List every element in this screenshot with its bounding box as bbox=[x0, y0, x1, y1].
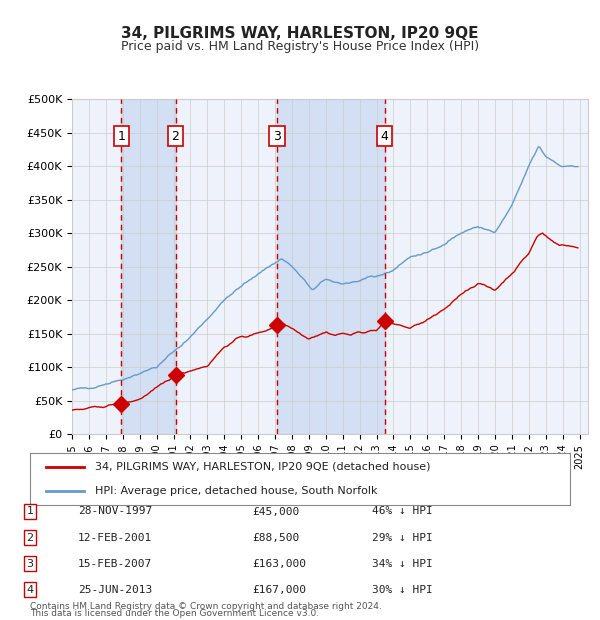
Text: 34, PILGRIMS WAY, HARLESTON, IP20 9QE: 34, PILGRIMS WAY, HARLESTON, IP20 9QE bbox=[121, 26, 479, 41]
Text: 2: 2 bbox=[172, 130, 179, 143]
Text: 3: 3 bbox=[26, 559, 34, 569]
Text: Price paid vs. HM Land Registry's House Price Index (HPI): Price paid vs. HM Land Registry's House … bbox=[121, 40, 479, 53]
Text: This data is licensed under the Open Government Licence v3.0.: This data is licensed under the Open Gov… bbox=[30, 609, 319, 618]
Text: £45,000: £45,000 bbox=[252, 507, 299, 516]
Text: 30% ↓ HPI: 30% ↓ HPI bbox=[372, 585, 433, 595]
Text: 3: 3 bbox=[273, 130, 281, 143]
Text: 46% ↓ HPI: 46% ↓ HPI bbox=[372, 507, 433, 516]
Text: 28-NOV-1997: 28-NOV-1997 bbox=[78, 507, 152, 516]
Text: 34% ↓ HPI: 34% ↓ HPI bbox=[372, 559, 433, 569]
Text: 34, PILGRIMS WAY, HARLESTON, IP20 9QE (detached house): 34, PILGRIMS WAY, HARLESTON, IP20 9QE (d… bbox=[95, 462, 430, 472]
Text: 15-FEB-2007: 15-FEB-2007 bbox=[78, 559, 152, 569]
Text: £88,500: £88,500 bbox=[252, 533, 299, 542]
Text: 29% ↓ HPI: 29% ↓ HPI bbox=[372, 533, 433, 542]
Text: 12-FEB-2001: 12-FEB-2001 bbox=[78, 533, 152, 542]
Text: 25-JUN-2013: 25-JUN-2013 bbox=[78, 585, 152, 595]
Text: 4: 4 bbox=[381, 130, 389, 143]
Text: Contains HM Land Registry data © Crown copyright and database right 2024.: Contains HM Land Registry data © Crown c… bbox=[30, 601, 382, 611]
Text: £163,000: £163,000 bbox=[252, 559, 306, 569]
Text: 1: 1 bbox=[117, 130, 125, 143]
Bar bbox=[121, 99, 176, 434]
Bar bbox=[277, 99, 385, 434]
Text: 2: 2 bbox=[26, 533, 34, 542]
Text: HPI: Average price, detached house, South Norfolk: HPI: Average price, detached house, Sout… bbox=[95, 486, 377, 496]
Text: £167,000: £167,000 bbox=[252, 585, 306, 595]
Text: 1: 1 bbox=[26, 507, 34, 516]
Text: 4: 4 bbox=[26, 585, 34, 595]
